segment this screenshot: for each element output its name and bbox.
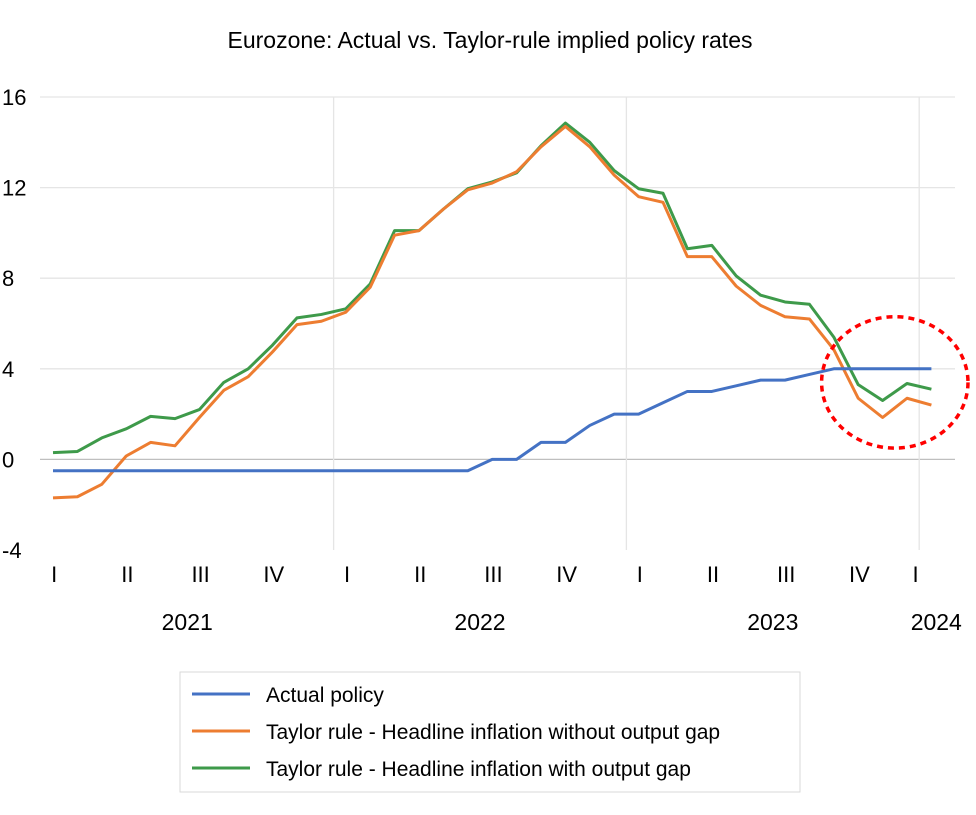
x-quarter-label: II xyxy=(121,562,133,587)
y-tick-label: 12 xyxy=(2,176,26,201)
x-quarter-label: III xyxy=(777,562,795,587)
x-quarter-label: IV xyxy=(849,562,870,587)
grid xyxy=(40,96,955,550)
y-tick-label: 8 xyxy=(2,266,14,291)
legend-label: Taylor rule - Headline inflation without… xyxy=(266,721,720,744)
highlight-ellipse xyxy=(819,314,970,450)
x-year-label: 2024 xyxy=(911,609,962,635)
y-tick-label: 16 xyxy=(2,85,26,110)
x-quarter-label: I xyxy=(344,562,350,587)
series-line-1 xyxy=(52,124,932,500)
x-quarter-label: III xyxy=(484,562,502,587)
x-quarter-label: IV xyxy=(263,562,284,587)
x-year-label: 2022 xyxy=(454,609,505,635)
x-year-label: 2023 xyxy=(747,609,798,635)
x-quarter-label: I xyxy=(637,562,643,587)
legend-box xyxy=(179,671,801,793)
x-year-label: 2021 xyxy=(162,609,213,635)
x-quarter-label: III xyxy=(191,562,209,587)
x-quarter-label: II xyxy=(414,562,426,587)
series-line-2 xyxy=(52,121,932,455)
series-lines xyxy=(52,121,932,500)
annotations xyxy=(819,314,970,450)
legend: Actual policy Taylor rule - Headline infl… xyxy=(179,671,801,793)
series-line-0 xyxy=(53,367,932,473)
y-axis: 16 12 8 4 0 -4 xyxy=(2,85,26,563)
chart-title: Eurozone: Actual vs. Taylor-rule implied… xyxy=(228,27,753,53)
x-quarter-label: I xyxy=(912,562,918,587)
legend-label: Actual policy xyxy=(266,684,384,707)
y-tick-label: 4 xyxy=(2,357,14,382)
y-tick-label: 0 xyxy=(2,447,14,472)
x-quarter-label: I xyxy=(51,562,57,587)
x-quarter-label: II xyxy=(707,562,719,587)
legend-label: Taylor rule - Headline inflation with ou… xyxy=(266,758,691,781)
x-quarter-label: IV xyxy=(556,562,577,587)
y-tick-label: -4 xyxy=(2,538,22,563)
